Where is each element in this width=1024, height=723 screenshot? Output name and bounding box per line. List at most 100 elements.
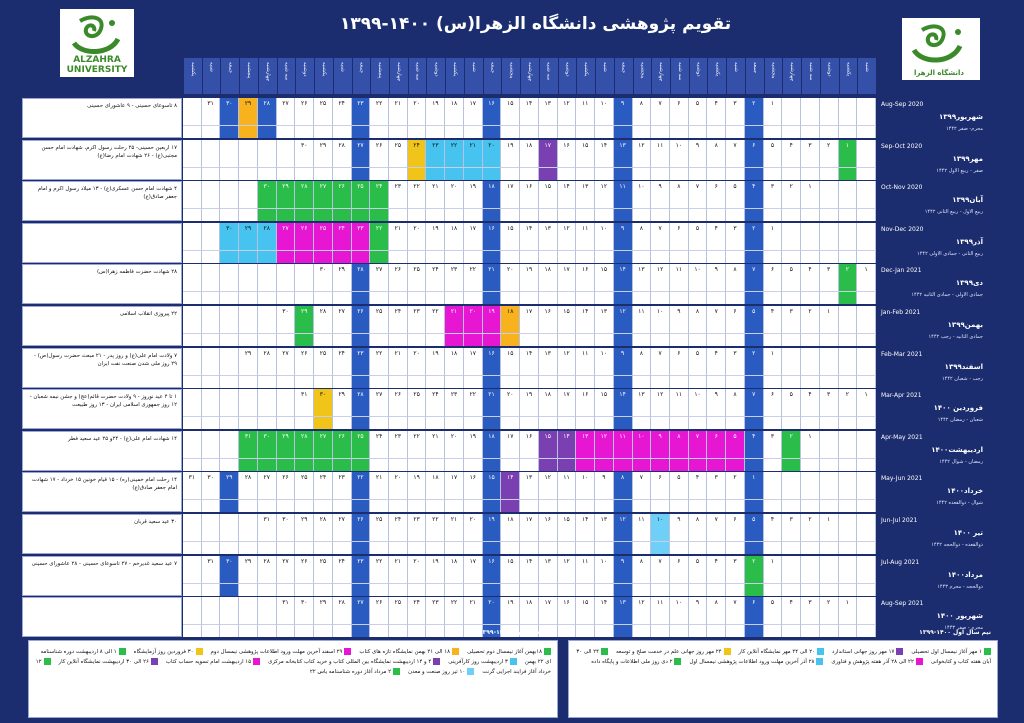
- day-cell[interactable]: ۱۴: [520, 555, 539, 583]
- day-cell[interactable]: [257, 306, 277, 333]
- day-cell[interactable]: ۸: [633, 347, 652, 375]
- day-cell[interactable]: [801, 555, 820, 583]
- day-cell[interactable]: ۲۲: [370, 222, 390, 250]
- day-cell[interactable]: ۲۸: [333, 597, 352, 625]
- day-cell[interactable]: ۱۱: [558, 472, 577, 500]
- day-cell[interactable]: ۲: [801, 306, 820, 333]
- day-cell[interactable]: ۱۱: [613, 181, 633, 209]
- day-cell[interactable]: [183, 514, 202, 541]
- day-cell[interactable]: ۴: [707, 555, 727, 583]
- day-cell[interactable]: ۲۱: [389, 98, 408, 125]
- day-cell[interactable]: ۲۵: [408, 264, 427, 292]
- day-cell[interactable]: ۵: [689, 98, 708, 125]
- day-cell[interactable]: ۲۳: [408, 306, 427, 333]
- day-cell[interactable]: ۱۵: [501, 98, 521, 125]
- day-cell[interactable]: ۲۳: [389, 430, 408, 458]
- day-cell[interactable]: ۱۸: [482, 181, 502, 209]
- day-cell[interactable]: ۲۸: [351, 389, 371, 417]
- day-cell[interactable]: [819, 222, 839, 250]
- day-cell[interactable]: [183, 139, 202, 167]
- day-cell[interactable]: ۱۸: [445, 222, 464, 250]
- day-cell[interactable]: ۱۰: [595, 98, 614, 125]
- day-cell[interactable]: [782, 222, 802, 250]
- day-cell[interactable]: ۱۴: [501, 472, 521, 500]
- day-cell[interactable]: ۳۱: [183, 472, 202, 500]
- day-cell[interactable]: ۲۰: [408, 98, 427, 125]
- day-cell[interactable]: ۲۱: [426, 181, 446, 209]
- day-cell[interactable]: ۲۴: [407, 139, 427, 167]
- day-cell[interactable]: ۲۰: [445, 430, 464, 458]
- day-cell[interactable]: ۱۶: [520, 181, 539, 209]
- day-cell[interactable]: ۲۴: [426, 264, 446, 292]
- day-cell[interactable]: ۴: [801, 264, 820, 292]
- day-cell[interactable]: ۵: [744, 306, 764, 333]
- day-cell[interactable]: ۲۳: [426, 597, 446, 625]
- day-cell[interactable]: ۷: [651, 222, 670, 250]
- day-cell[interactable]: ۱۰: [651, 514, 670, 541]
- day-cell[interactable]: [220, 306, 240, 333]
- day-cell[interactable]: ۴: [689, 472, 708, 500]
- day-cell[interactable]: ۱۸: [445, 555, 464, 583]
- day-cell[interactable]: ۵: [670, 472, 689, 500]
- day-cell[interactable]: ۲۸: [257, 98, 277, 125]
- day-cell[interactable]: ۱۰: [595, 222, 614, 250]
- day-cell[interactable]: ۱۸: [539, 389, 558, 417]
- day-cell[interactable]: [257, 597, 277, 625]
- day-cell[interactable]: ۱: [801, 181, 820, 209]
- day-cell[interactable]: ۱۴: [595, 597, 614, 625]
- day-cell[interactable]: ۳۰: [295, 139, 315, 167]
- day-cell[interactable]: ۱۶: [482, 98, 502, 125]
- day-cell[interactable]: ۲۴: [426, 389, 446, 417]
- day-cell[interactable]: ۷: [744, 389, 764, 417]
- day-cell[interactable]: ۳۱: [258, 514, 277, 541]
- day-cell[interactable]: ۳۱: [277, 597, 296, 625]
- day-cell[interactable]: ۲۴: [389, 306, 408, 333]
- day-cell[interactable]: [239, 264, 258, 292]
- day-cell[interactable]: ۲۱: [389, 222, 408, 250]
- day-cell[interactable]: ۸: [726, 264, 745, 292]
- day-cell[interactable]: ۱۲: [595, 430, 614, 458]
- day-cell[interactable]: [201, 264, 221, 292]
- day-cell[interactable]: ۱۸: [501, 514, 521, 541]
- day-cell[interactable]: ۱: [839, 597, 858, 625]
- day-cell[interactable]: ۲۹: [295, 306, 315, 333]
- day-cell[interactable]: ۳۰: [220, 222, 240, 250]
- day-cell[interactable]: ۲۴: [314, 472, 333, 500]
- day-cell[interactable]: ۲۲: [408, 181, 427, 209]
- day-cell[interactable]: ۱۲: [539, 472, 558, 500]
- day-cell[interactable]: ۱۷: [520, 514, 539, 541]
- day-cell[interactable]: ۱۹: [501, 597, 521, 625]
- day-cell[interactable]: ۳: [707, 472, 727, 500]
- day-cell[interactable]: ۲۸: [258, 555, 277, 583]
- day-cell[interactable]: ۱۷: [464, 222, 483, 250]
- day-cell[interactable]: [183, 430, 202, 458]
- day-cell[interactable]: ۲: [838, 264, 858, 292]
- day-cell[interactable]: [801, 222, 820, 250]
- day-cell[interactable]: ۲: [726, 472, 745, 500]
- day-cell[interactable]: ۲۳: [351, 98, 371, 125]
- day-cell[interactable]: ۱۶: [558, 139, 577, 167]
- day-cell[interactable]: ۱۹: [501, 139, 521, 167]
- day-cell[interactable]: ۷: [651, 555, 670, 583]
- day-cell[interactable]: ۷: [726, 139, 745, 167]
- day-cell[interactable]: ۲۶: [370, 597, 390, 625]
- day-cell[interactable]: ۶: [670, 222, 689, 250]
- day-cell[interactable]: ۱۶: [576, 389, 596, 417]
- day-cell[interactable]: ۲۷: [333, 514, 352, 541]
- day-cell[interactable]: ۲۸: [258, 347, 277, 375]
- day-cell[interactable]: ۴: [744, 430, 764, 458]
- day-cell[interactable]: ۲۱: [482, 264, 502, 292]
- day-cell[interactable]: ۹: [689, 139, 708, 167]
- day-cell[interactable]: ۲۹: [333, 264, 352, 292]
- day-cell[interactable]: ۲۲: [445, 597, 464, 625]
- day-cell[interactable]: ۲۹: [220, 472, 240, 500]
- day-cell[interactable]: ۲۶: [370, 139, 390, 167]
- day-cell[interactable]: ۱۳: [576, 181, 596, 209]
- day-cell[interactable]: ۳۰: [295, 597, 315, 625]
- day-cell[interactable]: ۳: [820, 264, 839, 292]
- day-cell[interactable]: ۳: [801, 597, 820, 625]
- day-cell[interactable]: ۲۸: [257, 222, 277, 250]
- day-cell[interactable]: ۱۰: [670, 139, 689, 167]
- day-cell[interactable]: ۱۶: [539, 514, 558, 541]
- day-cell[interactable]: ۲: [744, 98, 764, 125]
